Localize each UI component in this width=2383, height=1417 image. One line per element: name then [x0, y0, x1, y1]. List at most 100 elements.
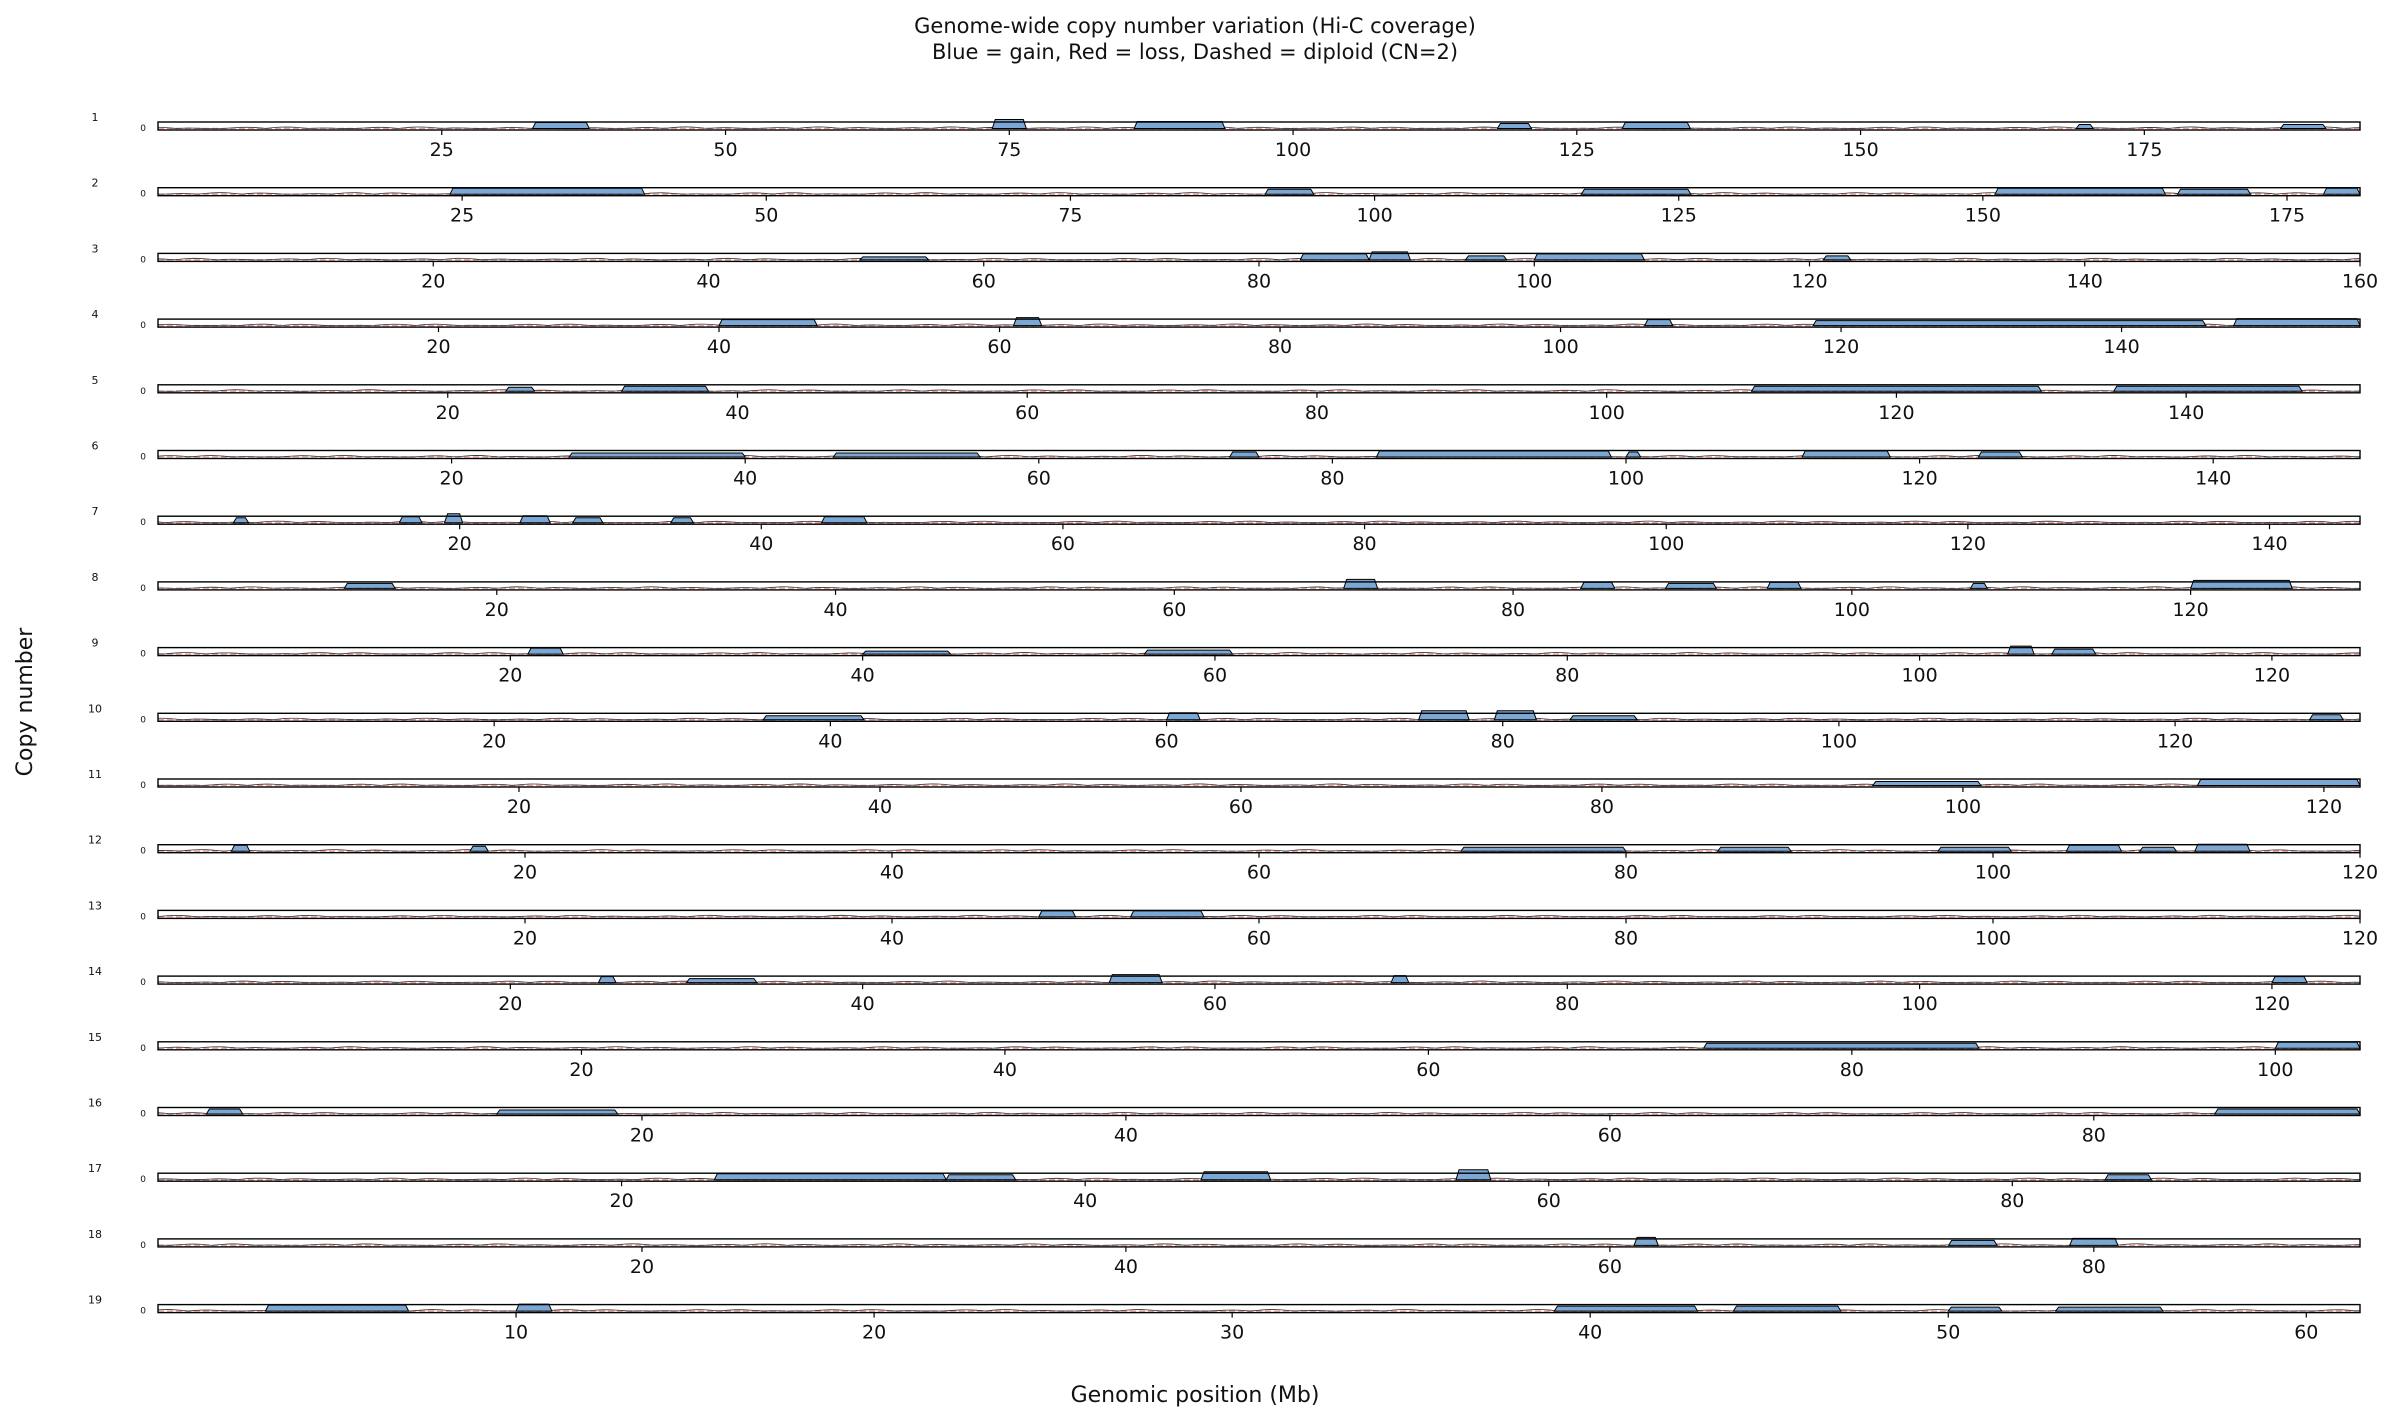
gain-segment: [1702, 1042, 1980, 1049]
x-tick-label: 80: [1614, 862, 1638, 884]
gain-segment: [1375, 450, 1613, 458]
chromosome-label: 11: [88, 768, 102, 781]
x-axis-label: Genomic position (Mb): [1071, 1383, 1320, 1408]
x-tick-label: 20: [513, 862, 537, 884]
x-tick-label: 30: [1220, 1322, 1244, 1344]
x-tick-label: 20: [448, 533, 472, 555]
gain-segment: [685, 978, 758, 984]
x-tick-label: 20: [485, 599, 509, 621]
x-tick-label: 40: [851, 665, 875, 687]
panel-frame: [157, 384, 2361, 394]
gain-segment: [832, 452, 982, 458]
gain-segment: [1459, 846, 1627, 852]
gain-segment: [443, 513, 464, 524]
x-tick-label: 40: [725, 402, 749, 424]
gain-segment: [1553, 1305, 1699, 1312]
gain-segment: [1264, 188, 1315, 195]
y-tick-label: 0: [140, 715, 146, 725]
chromosome-panel: 15 0 20 40 60 80 100: [88, 1031, 2361, 1081]
gain-segment: [2196, 779, 2361, 786]
x-tick-label: 40: [749, 533, 773, 555]
x-tick-label: 40: [1114, 1256, 1138, 1278]
x-tick-label: 25: [450, 205, 474, 227]
gain-segment: [264, 1304, 410, 1312]
chromosome-panel: 5 0 20 40 60 80 100 120 140: [92, 374, 2361, 424]
x-tick-label: 40: [1114, 1125, 1138, 1147]
x-tick-label: 20: [426, 336, 450, 358]
chromosome-panel: 18 0 20 40 60 80: [88, 1228, 2361, 1278]
x-tick-label: 140: [2168, 402, 2204, 424]
panel-frame: [157, 1106, 2361, 1117]
gain-segment: [449, 187, 646, 195]
x-tick-label: 40: [868, 796, 892, 818]
x-tick-label: 40: [818, 730, 842, 752]
gain-segment: [858, 256, 930, 261]
chromosome-label: 3: [92, 242, 99, 255]
gain-segment: [991, 119, 1028, 129]
x-tick-label: 100: [1821, 730, 1857, 752]
panel-frame: [157, 1041, 2361, 1051]
panel-frame: [157, 186, 2361, 197]
gain-segment: [1871, 781, 1982, 786]
gain-segment: [2274, 1041, 2361, 1049]
gain-segment: [1580, 188, 1692, 195]
x-tick-label: 60: [1051, 533, 1075, 555]
gain-segment: [1143, 649, 1234, 655]
gain-segment: [2112, 385, 2303, 392]
gain-segment: [1417, 710, 1470, 721]
gain-segment: [1643, 319, 1674, 327]
x-tick-label: 160: [2342, 270, 2378, 292]
x-tick-label: 120: [2254, 993, 2290, 1015]
x-tick-label: 20: [498, 665, 522, 687]
x-tick-label: 20: [440, 468, 464, 490]
x-tick-label: 20: [609, 1190, 633, 1212]
x-tick-label: 20: [862, 1322, 886, 1344]
gain-segment: [1936, 846, 2013, 852]
x-tick-label: 140: [2067, 270, 2103, 292]
gain-segment: [1621, 122, 1692, 129]
chromosome-panel: 9 0 20 40 60 80 100 120: [92, 637, 2361, 687]
x-tick-label: 40: [880, 927, 904, 949]
y-tick-label: 0: [140, 1110, 146, 1120]
gain-segment: [1664, 582, 1718, 589]
gain-segment: [820, 516, 868, 524]
gain-segment: [531, 122, 591, 129]
chromosome-label: 16: [88, 1097, 102, 1110]
gain-segment: [398, 516, 423, 524]
y-tick-label: 0: [140, 584, 146, 594]
gain-segment: [2065, 844, 2123, 852]
x-tick-label: 60: [1015, 402, 1039, 424]
panel-frame: [157, 712, 2361, 722]
panel-frame: [157, 581, 2361, 591]
gain-segment: [2104, 1174, 2153, 1181]
x-tick-label: 120: [2342, 927, 2378, 949]
x-tick-label: 140: [2103, 336, 2139, 358]
gain-segment: [1750, 385, 2043, 392]
coverage-trace: [157, 783, 2361, 786]
x-tick-label: 120: [1823, 336, 1859, 358]
coverage-trace: [157, 586, 2361, 589]
panel-frame: [157, 515, 2361, 525]
x-tick-label: 100: [1589, 402, 1625, 424]
coverage-trace: [157, 717, 2361, 721]
gain-segment: [1580, 581, 1616, 589]
x-tick-label: 100: [1608, 468, 1644, 490]
x-tick-label: 100: [1945, 796, 1981, 818]
x-tick-label: 125: [1661, 205, 1697, 227]
chromosome-panel: 7 0 20 40 60 80 100 120 140: [92, 505, 2361, 555]
chromosome-label: 15: [88, 1031, 102, 1044]
x-tick-label: 60: [1162, 599, 1186, 621]
gain-segment: [1037, 910, 1077, 918]
x-tick-label: 40: [733, 468, 757, 490]
chart-title-line2: Blue = gain, Red = loss, Dashed = diploi…: [932, 40, 1458, 64]
x-tick-label: 20: [630, 1256, 654, 1278]
x-tick-label: 80: [1555, 665, 1579, 687]
x-tick-label: 60: [972, 270, 996, 292]
x-tick-label: 20: [630, 1125, 654, 1147]
gain-segment: [762, 715, 865, 721]
x-tick-label: 100: [1975, 927, 2011, 949]
x-tick-label: 100: [1516, 270, 1552, 292]
x-tick-label: 80: [1247, 270, 1271, 292]
